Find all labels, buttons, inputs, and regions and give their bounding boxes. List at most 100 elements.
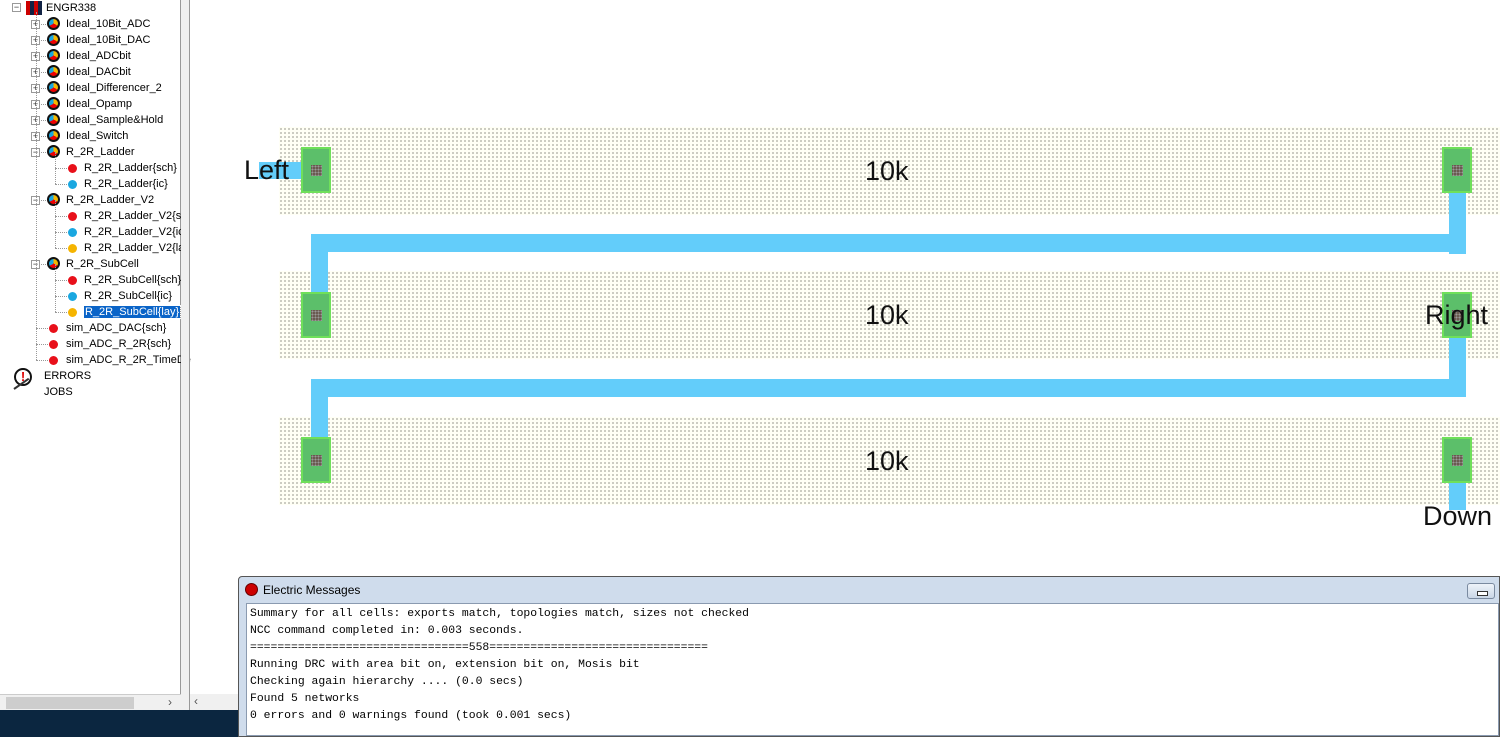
cell-icon: [47, 65, 60, 78]
tree-item-view[interactable]: R_2R_Ladder{sch}: [84, 160, 177, 176]
tree-item-label: R_2R_Ladder_V2{ic: [84, 226, 184, 238]
tree-item-view[interactable]: R_2R_Ladder{ic}: [84, 176, 168, 192]
expand-toggle[interactable]: +: [31, 115, 40, 125]
export-down-label[interactable]: Down: [1423, 501, 1493, 531]
expand-toggle[interactable]: −: [31, 195, 40, 205]
left-export-wire[interactable]: [259, 162, 304, 179]
view-icon: [68, 228, 77, 237]
expand-toggle[interactable]: +: [31, 51, 40, 61]
view-icon: [68, 212, 77, 221]
tree-item-cell[interactable]: Ideal_10Bit_DAC: [66, 34, 151, 46]
message-line: Summary for all cells: exports match, to…: [250, 608, 749, 620]
expand-toggle[interactable]: +: [31, 83, 40, 93]
expand-toggle[interactable]: +: [31, 35, 40, 45]
message-line: 0 errors and 0 warnings found (took 0.00…: [250, 710, 572, 722]
resistor-1-value: 10k: [865, 156, 909, 186]
tree-item-cell[interactable]: Ideal_Differencer_2: [66, 82, 162, 94]
messages-window-title: Electric Messages: [263, 583, 361, 597]
tree-item-label: R_2R_Ladder_V2{la: [84, 242, 185, 254]
resistor-3[interactable]: [279, 417, 1500, 505]
tree-item-label: R_2R_Ladder{ic}: [84, 178, 168, 190]
cell-icon: [47, 81, 60, 94]
layout-canvas[interactable]: 10k 10k 10k Left Right Down: [191, 0, 1500, 576]
tree-item-view[interactable]: R_2R_Ladder_V2{s: [84, 208, 181, 224]
contact[interactable]: [301, 437, 331, 483]
tree-item-label: R_2R_Ladder_V2{s: [84, 210, 182, 222]
canvas-horizontal-scrollbar[interactable]: ‹: [190, 694, 238, 710]
tree-item-view[interactable]: R_2R_Ladder_V2{ic: [84, 224, 184, 240]
collapse-library-toggle[interactable]: −: [12, 2, 21, 12]
contact[interactable]: [1442, 437, 1472, 483]
expand-toggle[interactable]: −: [31, 147, 40, 157]
expand-toggle[interactable]: +: [31, 99, 40, 109]
expand-toggle[interactable]: +: [31, 131, 40, 141]
cell-icon: [47, 145, 60, 158]
taskbar: [0, 710, 240, 737]
resistor-2[interactable]: [279, 271, 1500, 359]
tree-item-cell[interactable]: Ideal_Switch: [66, 130, 129, 142]
cell-icon: [47, 97, 60, 110]
resistor-3-value: 10k: [865, 446, 909, 476]
library-icon: [26, 1, 42, 15]
tree-item-view[interactable]: sim_ADC_R_2R_TimeDe: [66, 354, 191, 366]
export-left-label[interactable]: Left: [244, 155, 290, 185]
tree-item-cell[interactable]: Ideal_Sample&Hold: [66, 114, 164, 126]
message-line: Checking again hierarchy .... (0.0 secs): [250, 676, 524, 688]
tree-item-label: R_2R_Ladder{sch}: [84, 162, 177, 174]
message-line: Running DRC with area bit on, extension …: [250, 659, 640, 671]
contact[interactable]: [301, 292, 331, 338]
tree-item-view[interactable]: R_2R_SubCell{sch}: [84, 272, 181, 288]
view-icon: [68, 292, 77, 301]
library-ENGR338[interactable]: ENGR338: [46, 2, 97, 14]
view-icon: [68, 244, 77, 253]
tree-item-cell[interactable]: Ideal_ADCbit: [66, 50, 131, 62]
cell-icon: [47, 49, 60, 62]
resistor-1[interactable]: [279, 127, 1500, 215]
tree-item-cell[interactable]: R_2R_SubCell: [66, 258, 139, 270]
contact[interactable]: [301, 147, 331, 193]
view-icon: [68, 276, 77, 285]
jobs-node[interactable]: JOBS: [44, 386, 73, 398]
explorer-horizontal-scrollbar[interactable]: ›: [0, 694, 181, 710]
view-icon: [49, 340, 58, 349]
expand-toggle[interactable]: +: [31, 19, 40, 29]
contact[interactable]: [1442, 292, 1472, 338]
explorer-divider[interactable]: [181, 0, 190, 710]
export-right-label[interactable]: Right: [1425, 300, 1489, 330]
tree-item-cell[interactable]: Ideal_10Bit_ADC: [66, 18, 151, 30]
view-icon: [49, 356, 58, 365]
tree-item-cell[interactable]: Ideal_DACbit: [66, 66, 131, 78]
resistor-2-value: 10k: [865, 300, 909, 330]
tree-item-cell[interactable]: Ideal_Opamp: [66, 98, 133, 110]
tree-item-view[interactable]: sim_ADC_DAC{sch}: [66, 322, 167, 334]
expand-toggle[interactable]: +: [31, 67, 40, 77]
tree-item-view[interactable]: sim_ADC_R_2R{sch}: [66, 338, 172, 350]
wire-segment[interactable]: [311, 379, 1466, 397]
tree-item-view[interactable]: R_2R_SubCell{ic}: [84, 288, 172, 304]
view-icon: [49, 324, 58, 333]
explorer-panel: − ENGR338 + Ideal_10Bit_ADC + Ideal_10Bit_D…: [0, 0, 191, 710]
tree-item-view[interactable]: R_2R_Ladder_V2{la: [84, 240, 184, 256]
view-icon: [68, 308, 77, 317]
electric-app-icon: [245, 583, 258, 596]
view-icon: [68, 164, 77, 173]
message-line: NCC command completed in: 0.003 seconds.: [250, 625, 524, 637]
expand-toggle[interactable]: −: [31, 259, 40, 269]
minimize-button[interactable]: [1467, 583, 1495, 599]
message-line: Found 5 networks: [250, 693, 360, 705]
tree-item-cell[interactable]: R_2R_Ladder_V2: [66, 194, 155, 206]
messages-window: Electric Messages Summary for all cells:…: [238, 576, 1500, 737]
messages-log[interactable]: Summary for all cells: exports match, to…: [246, 603, 1499, 736]
tree-item-view[interactable]: R_2R_SubCell{lay}: [82, 304, 182, 320]
view-icon: [68, 180, 77, 189]
tree-item-cell[interactable]: R_2R_Ladder: [66, 146, 135, 158]
wire-segment[interactable]: [311, 234, 1466, 252]
cell-icon: [47, 33, 60, 46]
tree-item-label: R_2R_SubCell{ic}: [84, 290, 173, 302]
errors-node[interactable]: ERRORS: [44, 370, 92, 382]
tree-item-label: R_2R_SubCell{lay}: [82, 305, 182, 319]
contact[interactable]: [1442, 147, 1472, 193]
cell-icon: [47, 113, 60, 126]
cell-icon: [47, 257, 60, 270]
message-line: ================================558=====…: [250, 642, 708, 654]
